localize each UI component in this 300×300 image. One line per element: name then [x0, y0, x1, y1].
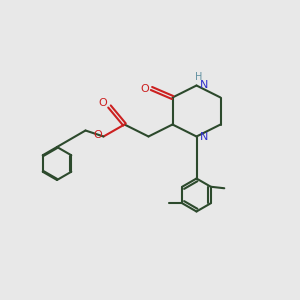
Text: O: O: [140, 83, 149, 94]
Text: O: O: [94, 130, 103, 140]
Text: N: N: [200, 131, 208, 142]
Text: O: O: [98, 98, 107, 108]
Text: H: H: [195, 72, 203, 82]
Text: N: N: [200, 80, 208, 91]
